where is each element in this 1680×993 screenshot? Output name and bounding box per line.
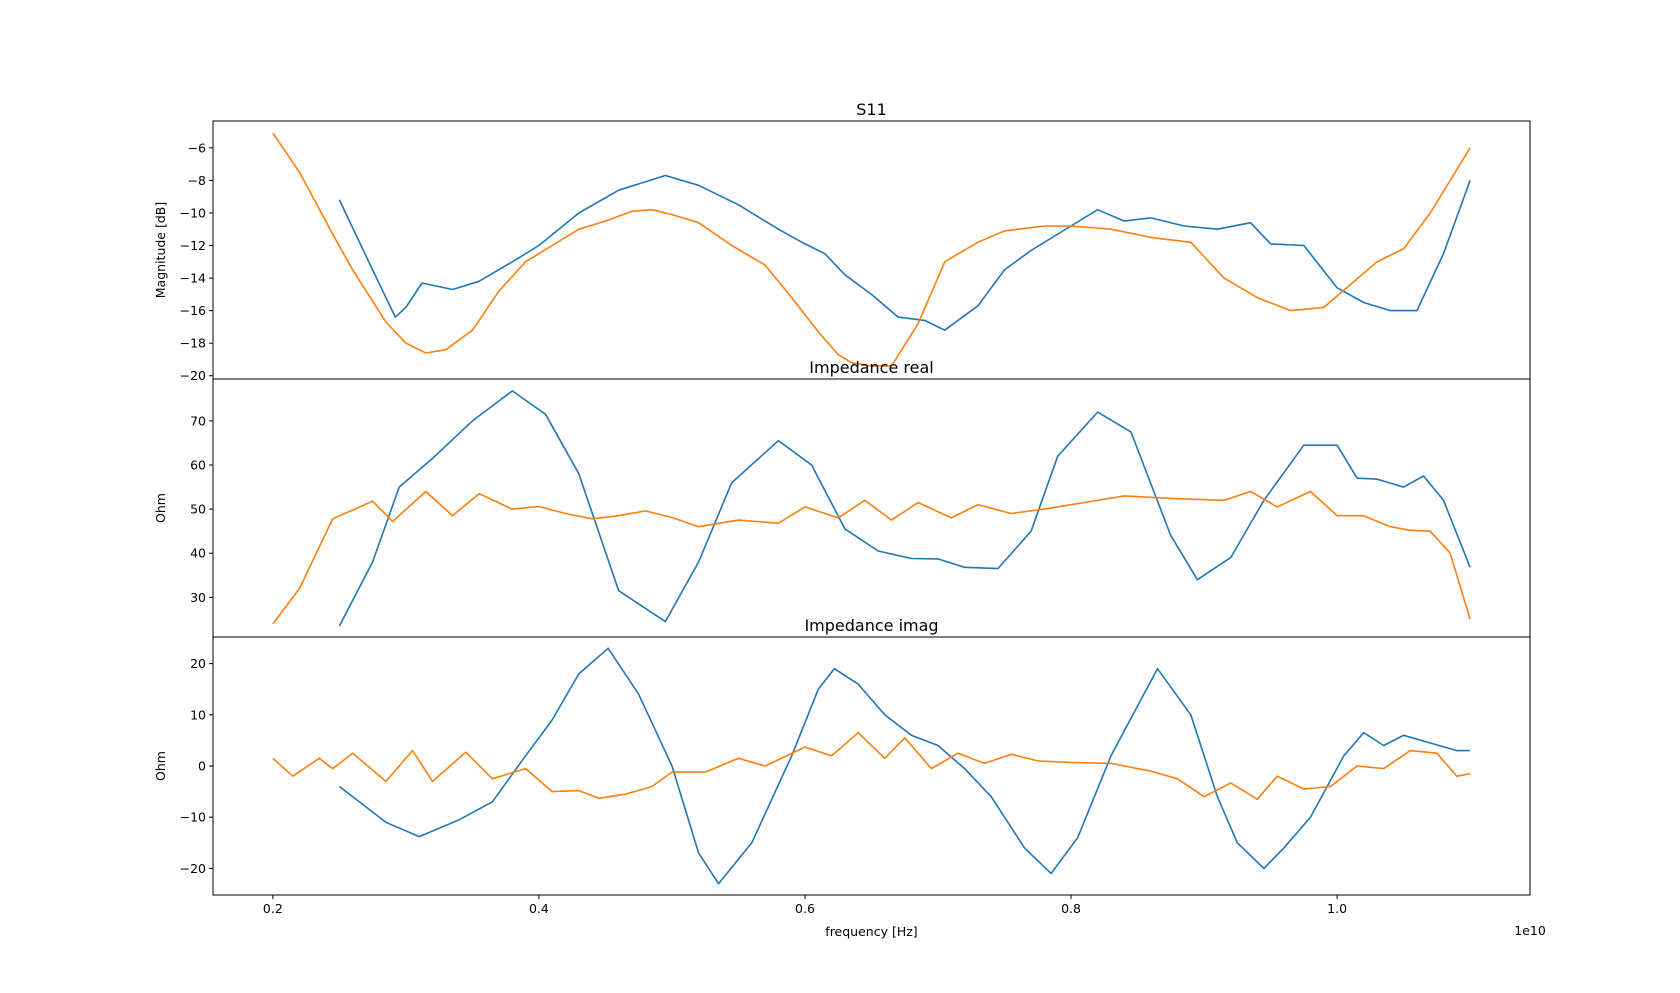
s11-y-tick-label: −8	[188, 173, 206, 188]
s11-y-tick-label: −16	[180, 303, 206, 318]
s11-y-tick-label: −6	[188, 140, 206, 155]
impedance-imag-series-1-line	[338, 647, 1471, 885]
impedance-imag-x-tick-label: 0.4	[529, 901, 549, 916]
impedance-imag-title: Impedance imag	[804, 616, 938, 635]
impedance-real-series-2-line	[272, 490, 1471, 625]
s11-plot-frame	[212, 120, 1531, 380]
impedance-imag-y-tick-label: 10	[190, 707, 206, 722]
impedance-imag-x-tick-label: 0.8	[1061, 901, 1081, 916]
impedance-imag-y-axis-label: Ohm	[153, 751, 168, 781]
s11-y-tick-label: −10	[180, 205, 206, 220]
impedance-real-title: Impedance real	[809, 358, 933, 377]
impedance-real-y-tick-label: 50	[190, 502, 206, 517]
impedance-real-y-tick-label: 70	[190, 413, 206, 428]
impedance-real-panel: Ohm 30 40 50 60 70 Impedance real	[153, 358, 1531, 638]
s11-series-2-line	[272, 132, 1471, 367]
s11-y-tick-label: −12	[180, 238, 206, 253]
impedance-real-y-axis-label: Ohm	[153, 493, 168, 523]
impedance-real-plot-frame	[212, 378, 1531, 638]
s11-title: S11	[856, 100, 887, 119]
impedance-real-y-tick-label: 60	[190, 458, 206, 473]
impedance-real-y-tick-label: 30	[190, 590, 206, 605]
s11-y-tick-label: −14	[180, 271, 206, 286]
impedance-imag-panel: Ohm frequency [Hz] 1e10 −20 −10 0 10 20 0.2 0.…	[153, 616, 1546, 939]
s11-y-tick-label: −20	[180, 368, 206, 383]
impedance-imag-y-tick-label: −10	[180, 810, 206, 825]
s11-y-tick-label: −18	[180, 336, 206, 351]
impedance-real-y-tick-label: 40	[190, 546, 206, 561]
impedance-imag-plot-frame	[212, 636, 1531, 896]
impedance-imag-x-tick-label: 0.6	[795, 901, 815, 916]
x-axis-label: frequency [Hz]	[825, 924, 917, 939]
impedance-imag-y-tick-label: −20	[180, 861, 206, 876]
impedance-real-series-1-line	[338, 390, 1471, 627]
s11-panel: Magnitude [dB] −20 −18 −16 −14 −12 −10 −8 −6 S11	[153, 100, 1531, 383]
x-axis-offset-label: 1e10	[1514, 923, 1546, 938]
impedance-imag-series-2-line	[272, 731, 1471, 801]
s11-y-axis-label: Magnitude [dB]	[153, 202, 168, 298]
impedance-imag-y-tick-label: 20	[190, 656, 206, 671]
impedance-imag-x-tick-label: 0.2	[263, 901, 283, 916]
impedance-imag-y-tick-label: 0	[198, 759, 206, 774]
s11-series-1-line	[338, 174, 1471, 332]
impedance-imag-x-tick-label: 1.0	[1327, 901, 1347, 916]
